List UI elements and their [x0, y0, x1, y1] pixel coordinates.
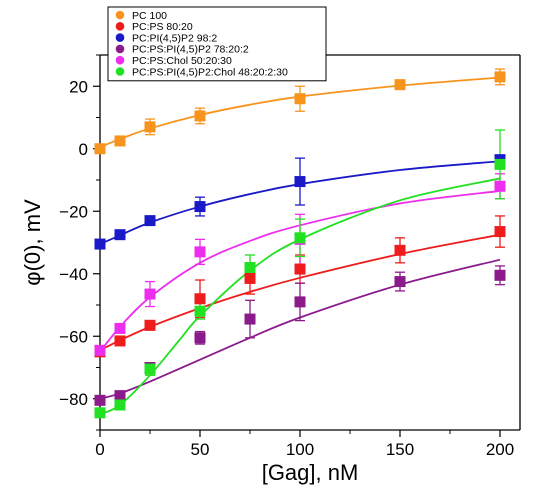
data-point-series-5	[114, 322, 126, 334]
x-tick-label: 50	[191, 440, 210, 459]
data-point-series-4	[114, 390, 126, 402]
legend-marker	[115, 33, 125, 42]
legend-label: PC:PS 80:20	[132, 21, 193, 33]
data-point-series-1	[394, 79, 406, 91]
fit-curve-series-5	[99, 190, 501, 353]
data-point-series-3	[194, 201, 206, 213]
legend-label: PC:PS:Chol 50:20:30	[132, 55, 232, 67]
legend-box	[107, 6, 327, 82]
data-point-series-6	[144, 363, 156, 375]
data-point-series-6	[494, 158, 506, 170]
data-point-series-5	[144, 288, 156, 300]
data-points	[94, 71, 506, 419]
x-tick-label: 200	[486, 440, 514, 459]
legend-label: PC 100	[132, 10, 167, 22]
data-point-series-3	[94, 238, 106, 250]
y-axis-title: φ(0), mV	[20, 199, 45, 286]
x-tick-label: 0	[95, 440, 104, 459]
error-bars	[115, 68, 505, 411]
data-point-series-2	[194, 293, 206, 305]
data-point-series-2	[294, 263, 306, 275]
x-axis-title: [Gag], nM	[262, 460, 359, 485]
y-tick-label: −20	[59, 202, 88, 221]
y-tick-label: −80	[59, 390, 88, 409]
data-point-series-4	[94, 394, 106, 406]
data-point-series-2	[244, 272, 256, 284]
data-point-series-5	[94, 344, 106, 356]
legend-marker	[115, 67, 125, 76]
legend-marker	[115, 55, 125, 65]
legend-marker	[115, 44, 125, 54]
data-point-series-1	[494, 71, 506, 83]
data-point-series-6	[294, 232, 306, 244]
data-point-series-1	[144, 121, 156, 133]
data-point-series-2	[114, 335, 126, 347]
data-point-series-5	[194, 246, 206, 258]
x-tick-label: 100	[286, 440, 314, 459]
legend-label: PC:PI(4,5)P2 98:2	[132, 32, 217, 44]
data-point-series-4	[244, 313, 256, 325]
legend-marker	[115, 22, 125, 31]
data-point-series-4	[394, 276, 406, 288]
data-point-series-1	[114, 135, 126, 147]
data-point-series-1	[94, 143, 106, 155]
fit-curve-series-6	[99, 177, 501, 416]
data-point-series-2	[494, 226, 506, 238]
y-tick-label: 0	[79, 140, 88, 159]
data-point-series-2	[394, 244, 406, 256]
data-point-series-6	[94, 407, 106, 419]
data-point-series-4	[294, 296, 306, 308]
data-point-series-3	[114, 229, 126, 241]
data-point-series-5	[494, 180, 506, 192]
data-point-series-4	[194, 332, 206, 344]
legend-marker	[115, 10, 125, 20]
data-point-series-6	[114, 399, 126, 411]
data-point-series-6	[244, 262, 256, 273]
y-tick-label: −40	[59, 265, 88, 284]
data-point-series-6	[194, 305, 206, 317]
data-point-series-3	[294, 176, 306, 188]
data-point-series-1	[294, 93, 306, 105]
data-point-series-4	[494, 269, 506, 281]
data-point-series-2	[144, 319, 156, 331]
legend-label: PC:PS:PI(4,5)P2:Chol 48:20:2:30	[132, 66, 288, 78]
data-point-series-3	[144, 215, 156, 227]
data-point-series-1	[194, 110, 206, 122]
y-tick-label: −60	[59, 327, 88, 346]
legend-label: PC:PS:PI(4,5)P2 78:20:2	[132, 44, 249, 56]
x-tick-label: 150	[386, 440, 414, 459]
y-tick-label: 20	[69, 77, 88, 96]
axes: 0 50 100 150 200 −80 −60 −40 −20 0 20 [Gag], nM φ(0)…	[20, 54, 521, 485]
